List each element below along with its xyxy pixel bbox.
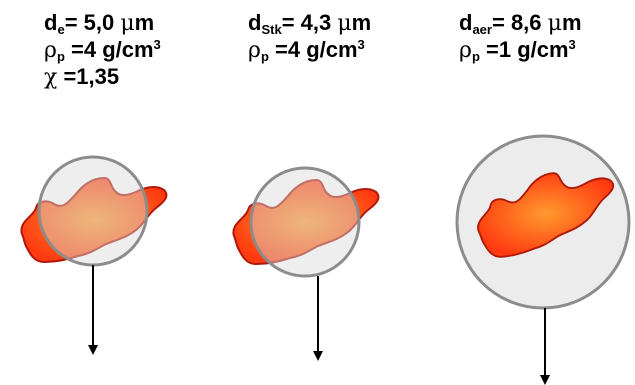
stokes-diameter-line: dStk= 4,3 μm xyxy=(248,10,372,37)
particle-density-line: ρp =1 g/cm3 xyxy=(459,37,576,64)
particle-density-line: ρp =4 g/cm3 xyxy=(248,37,365,64)
equivalent-diameter-line: de= 5,0 μm xyxy=(44,10,155,37)
panel-1-label: de= 5,0 μm ρp =4 g/cm3 χ =1,35 xyxy=(44,10,161,91)
shape-factor-line: χ =1,35 xyxy=(44,64,120,90)
panel-3-particle xyxy=(455,134,631,385)
panel-1-particle xyxy=(20,155,168,355)
stokes-sphere xyxy=(249,166,361,278)
particle-density-line: ρp =4 g/cm3 xyxy=(44,37,161,64)
equivalent-sphere xyxy=(37,155,149,267)
panel-2-particle xyxy=(232,166,380,361)
panel-2-label: dStk= 4,3 μm ρp =4 g/cm3 xyxy=(248,10,371,64)
aerodynamic-diameter-line: daer= 8,6 μm xyxy=(459,10,582,37)
panel-3-label: daer= 8,6 μm ρp =1 g/cm3 xyxy=(459,10,582,64)
